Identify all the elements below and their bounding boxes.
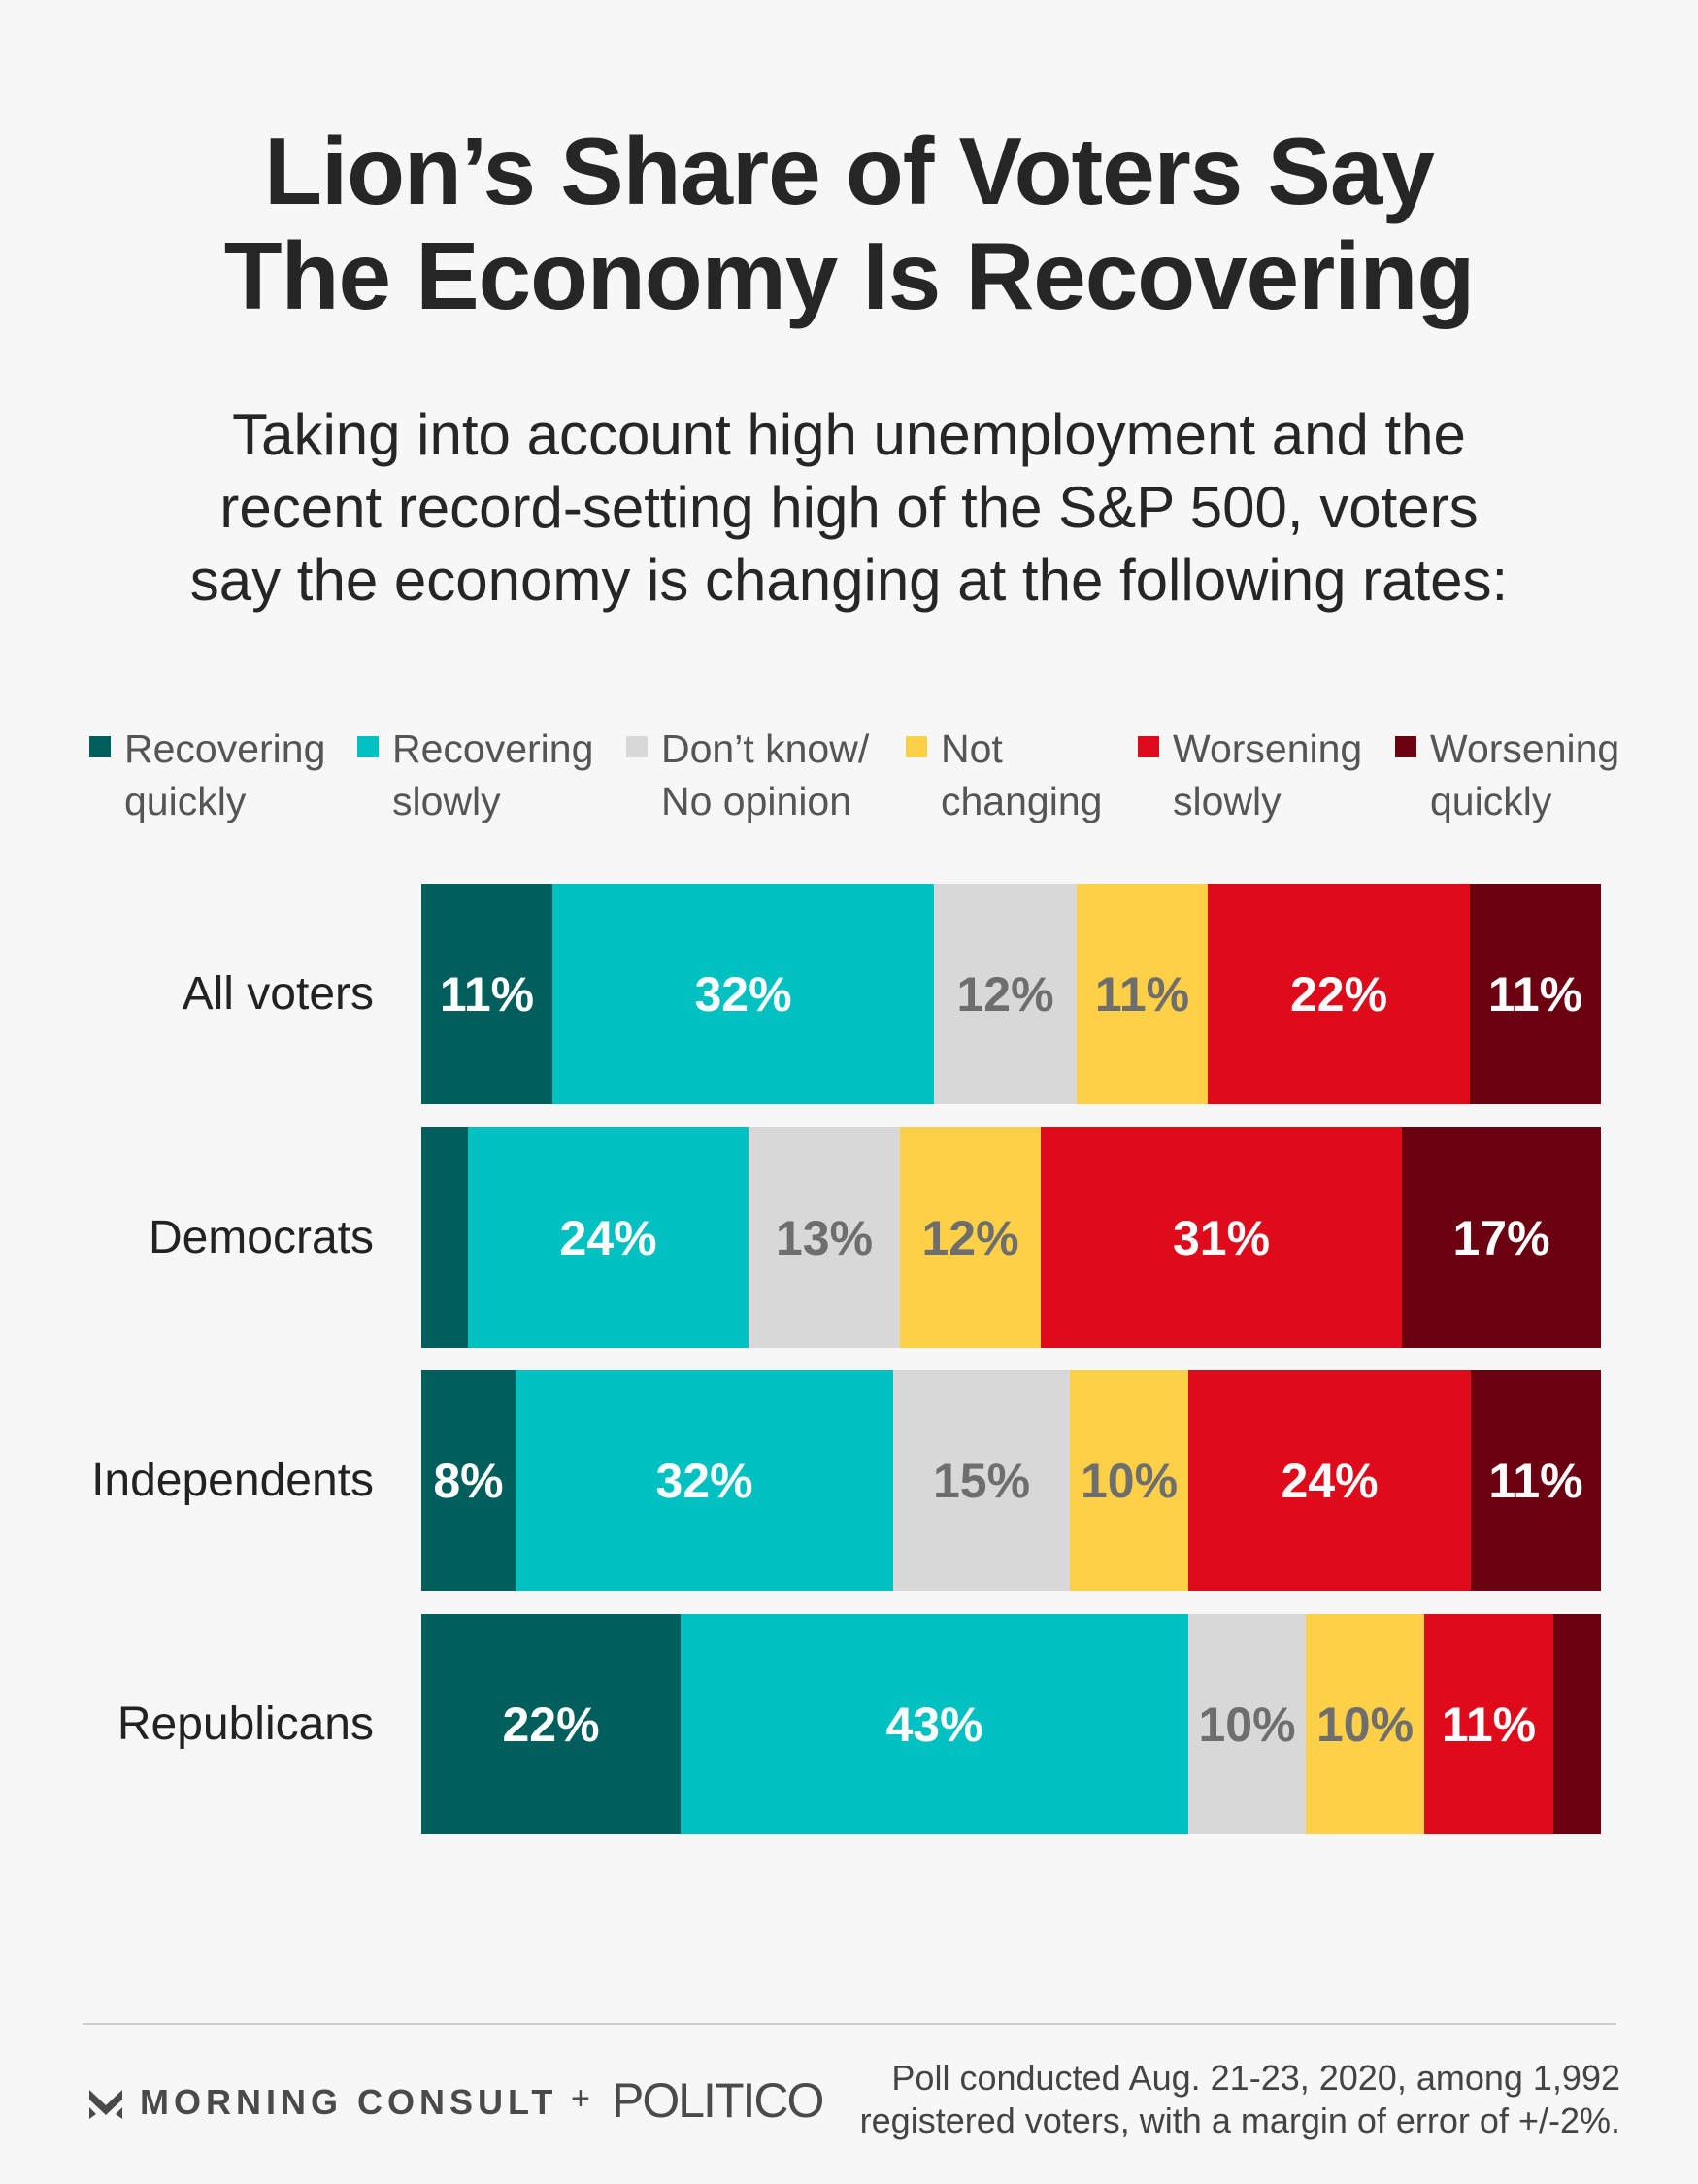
bar-segment bbox=[1070, 1370, 1188, 1591]
chart-subtitle: Taking into account high unemployment an… bbox=[0, 398, 1698, 617]
bar-value-label: 17% bbox=[1452, 1210, 1550, 1265]
legend-label-line: changing bbox=[941, 779, 1103, 823]
legend-swatch bbox=[626, 736, 648, 757]
category-label: All voters bbox=[182, 967, 374, 1020]
bar-value-label: 24% bbox=[559, 1210, 657, 1265]
methodology-note: Poll conducted Aug. 21-23, 2020, among 1… bbox=[824, 2057, 1620, 2142]
bar-value-label: 43% bbox=[885, 1697, 983, 1752]
bar-segment bbox=[900, 1127, 1041, 1348]
bar-value-label: 13% bbox=[775, 1210, 874, 1265]
bar-value-label: 8% bbox=[433, 1453, 504, 1508]
legend-label-line: Don’t know/ bbox=[661, 726, 870, 771]
bar-value-label: 11% bbox=[1441, 1697, 1537, 1752]
legend-swatch bbox=[1395, 736, 1416, 757]
bar-segment bbox=[1424, 1614, 1553, 1834]
legend-label: Worsening quickly bbox=[1430, 722, 1619, 827]
methodology-note-line-2: registered voters, with a margin of erro… bbox=[859, 2100, 1620, 2140]
footer-divider bbox=[83, 2023, 1616, 2025]
legend-label-line: Not bbox=[941, 726, 1003, 771]
legend-label-line: Worsening bbox=[1430, 726, 1620, 771]
bar-segment bbox=[1041, 1127, 1402, 1348]
category-label: Independents bbox=[91, 1454, 374, 1506]
bar-value-label: 15% bbox=[932, 1453, 1031, 1508]
bar-segment bbox=[893, 1370, 1070, 1591]
legend-label-line: quickly bbox=[1430, 779, 1552, 823]
legend-label-line: slowly bbox=[1173, 779, 1282, 823]
legend-swatch bbox=[1138, 736, 1159, 757]
bar-segment bbox=[1188, 1614, 1306, 1834]
legend-swatch bbox=[89, 736, 111, 757]
bar-value-label: 24% bbox=[1281, 1453, 1379, 1508]
bar-segment bbox=[749, 1127, 900, 1348]
bar-value-label: 10% bbox=[1198, 1697, 1296, 1752]
bar-segment bbox=[1402, 1127, 1601, 1348]
legend-label-line: No opinion bbox=[661, 779, 852, 823]
legend-label: Don’t know/No opinion bbox=[661, 722, 869, 827]
legend-label: Not changing bbox=[941, 722, 1102, 827]
bar-segment bbox=[681, 1614, 1188, 1834]
chart-title-line-1: Lion’s Share of Voters Say bbox=[264, 118, 1435, 224]
legend-label: Worsening slowly bbox=[1173, 722, 1362, 827]
bar-segment bbox=[1470, 884, 1601, 1104]
legend-label: Recovering quickly bbox=[124, 722, 325, 827]
bar-value-label: 22% bbox=[1289, 966, 1388, 1022]
bar-value-label: 11% bbox=[439, 966, 535, 1022]
legend-swatch bbox=[906, 736, 927, 757]
bar-segment bbox=[421, 1614, 681, 1834]
legend-label-line: Worsening bbox=[1173, 726, 1363, 771]
bar-value-label: 12% bbox=[921, 1210, 1019, 1265]
bar-segment bbox=[1077, 884, 1208, 1104]
legend-label-line: Recovering bbox=[124, 726, 326, 771]
chart-subtitle-line-3: say the economy is changing at the follo… bbox=[189, 548, 1509, 613]
bar-segment bbox=[468, 1127, 749, 1348]
legend-label: Recovering slowly bbox=[392, 722, 593, 827]
chart-title: Lion’s Share of Voters Say The Economy I… bbox=[0, 118, 1698, 328]
bar-segment bbox=[1188, 1370, 1471, 1591]
logo-plus-sign: + bbox=[571, 2080, 590, 2117]
legend-label-line: Recovering bbox=[392, 726, 594, 771]
bar-segment bbox=[421, 884, 552, 1104]
bar-segment bbox=[552, 884, 934, 1104]
legend-label-line: slowly bbox=[392, 779, 501, 823]
bar-value-label: 11% bbox=[1094, 966, 1190, 1022]
bar-value-label: 11% bbox=[1487, 966, 1583, 1022]
bar-segment bbox=[516, 1370, 893, 1591]
bar-value-label: 32% bbox=[655, 1453, 753, 1508]
bar-value-label: 31% bbox=[1172, 1210, 1271, 1265]
bar-segment bbox=[934, 884, 1077, 1104]
chart-subtitle-line-1: Taking into account high unemployment an… bbox=[232, 402, 1466, 467]
methodology-note-line-1: Poll conducted Aug. 21-23, 2020, among 1… bbox=[891, 2058, 1620, 2098]
bar-segment bbox=[1306, 1614, 1424, 1834]
bar-segment bbox=[421, 1127, 468, 1348]
bar-segment bbox=[421, 1370, 516, 1591]
legend-swatch bbox=[357, 736, 379, 757]
bar-segment bbox=[1471, 1370, 1601, 1591]
bar-value-label: 22% bbox=[502, 1697, 600, 1752]
bar-segment bbox=[1208, 884, 1470, 1104]
category-label: Republicans bbox=[117, 1697, 374, 1750]
chart-subtitle-line-2: recent record-setting high of the S&P 50… bbox=[219, 475, 1479, 540]
bar-value-label: 10% bbox=[1315, 1697, 1415, 1752]
chart-title-line-2: The Economy Is Recovering bbox=[223, 222, 1475, 329]
category-label: Democrats bbox=[148, 1211, 374, 1263]
bar-value-label: 10% bbox=[1080, 1453, 1179, 1508]
bar-segment bbox=[1553, 1614, 1601, 1834]
bar-value-label: 12% bbox=[956, 966, 1054, 1022]
morning-consult-logo-icon bbox=[89, 2090, 122, 2119]
politico-logo-text: POLITICO bbox=[612, 2073, 824, 2128]
morning-consult-logo-text: MORNING CONSULT bbox=[140, 2082, 558, 2122]
legend-label-line: quickly bbox=[124, 779, 247, 823]
chart-legend: Recovering quickly Recovering slowly Don’t k… bbox=[0, 722, 1698, 829]
bar-value-label: 11% bbox=[1488, 1453, 1583, 1508]
bar-value-label: 32% bbox=[694, 966, 792, 1022]
